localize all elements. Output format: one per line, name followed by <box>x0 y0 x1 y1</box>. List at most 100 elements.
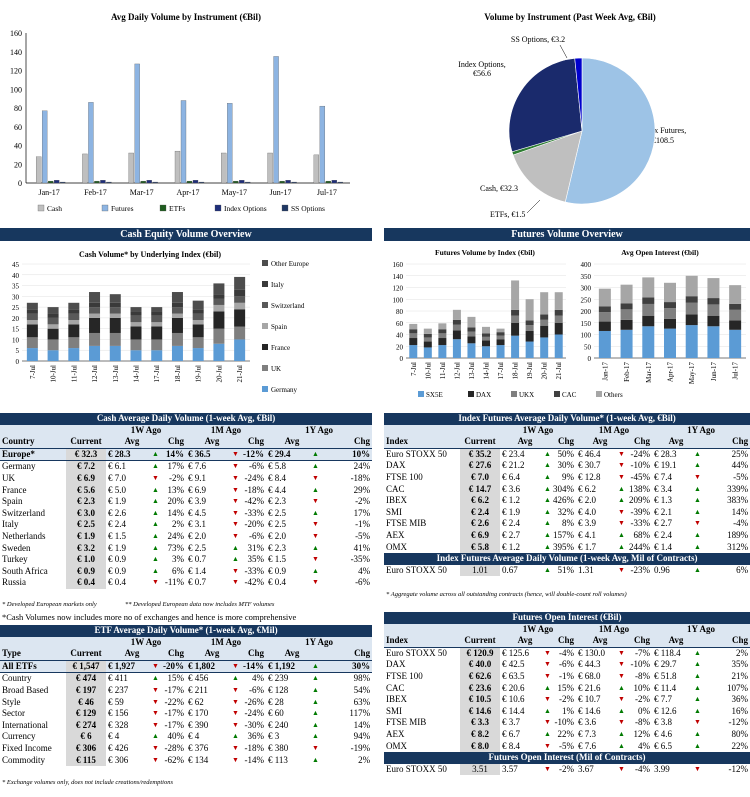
up-arrow-icon: ▲ <box>694 507 700 516</box>
avg-value: € 4.4 <box>268 484 286 495</box>
avg-value: € 211 <box>188 684 208 695</box>
stack-germany <box>151 350 163 361</box>
change-value: -1% <box>355 519 371 530</box>
y-tick-label: 100 <box>10 85 22 94</box>
y-tick-label: 300 <box>581 285 592 293</box>
bar-ss-options <box>106 181 112 184</box>
bar-index-options <box>100 180 106 184</box>
col-header: Chg <box>158 648 186 661</box>
down-arrow-icon: ▼ <box>232 709 238 718</box>
y-tick-label: 40 <box>12 272 20 280</box>
legend-swatch <box>511 391 517 397</box>
avg-value: € 306 <box>108 754 129 765</box>
stack-spain <box>213 304 225 312</box>
current-value: € 474 <box>66 672 106 685</box>
change-value: 117% <box>349 708 371 719</box>
current-value: € 120.9 <box>460 647 500 660</box>
down-arrow-icon: ▼ <box>618 671 624 680</box>
stack-sx5e <box>423 347 432 358</box>
down-arrow-icon: ▼ <box>230 461 238 473</box>
y-tick-label: 30 <box>12 293 20 301</box>
change-value: 14% <box>731 506 749 517</box>
stack-dax <box>482 340 490 347</box>
bar-cash <box>174 150 181 184</box>
stack-dax <box>511 322 520 336</box>
change-value: 98% <box>353 673 371 684</box>
up-arrow-icon: ▲ <box>544 683 550 692</box>
table-row: Germany € 7.2€ 6.1 ▲ 17%€ 7.6 ▼ -6% € 5.8 ▲ 24% <box>0 460 372 473</box>
up-arrow-icon: ▲ <box>544 507 550 516</box>
current-value: € 3.2 <box>66 542 106 555</box>
change-value: -6% <box>249 461 264 472</box>
stack-dax <box>685 314 698 326</box>
avg-value: € 3.9 <box>578 518 596 529</box>
table-row: OMX € 5.8 € 1.2 ▲ 395% € 1.7 ▲ 244% € 1.4 ▲ 312% <box>384 541 750 554</box>
etf-foot: * Exchange volumes only, does not includ… <box>2 779 174 786</box>
avg-value: € 28 <box>268 696 284 707</box>
pie-leader-ss <box>559 44 568 59</box>
bar-index-options <box>53 180 60 184</box>
avg-value: € 6.7 <box>502 728 520 739</box>
legend-swatch <box>262 323 268 329</box>
change-value: -33% <box>244 507 265 518</box>
change-value: 51% <box>557 564 575 575</box>
table-row: Switzerland € 3.0 € 2.6 ▲ 14% € 4.5 ▼ -33% € 2.5… <box>0 507 372 520</box>
table-row: IBEX € 6.2 € 1.2 ▲ 426% € 2.0 ▲ 209% € 1.3 ▲ 383% <box>384 495 750 507</box>
header-row: Index Current Avg Chg Avg Chg Avg Chg <box>384 436 750 449</box>
x-tick-label: Jan-17 <box>38 188 59 197</box>
down-arrow-icon: ▼ <box>618 519 624 528</box>
stack-other-europe <box>89 292 101 303</box>
group-row: 1W Ago 1M Ago 1Y Ago <box>0 424 373 437</box>
cash-chart-svg: 0 5 10 15 20 25 30 35 40 45 7-Jul 10-Jul 11-Jul 12-Ju… <box>12 260 309 394</box>
bar-etfs <box>279 180 285 184</box>
col-header: Current <box>66 436 106 449</box>
table-row: Style € 46 € 59 ▼ -22% € 62 ▼ -26% € 28 ▲ 63% <box>0 696 372 709</box>
row-label: All ETFs <box>0 660 66 674</box>
x-tick-label: 19-Jul <box>526 362 534 380</box>
stack-germany <box>47 350 59 361</box>
avg-value: € 5.8 <box>268 461 286 472</box>
stack-other-europe <box>213 283 225 295</box>
legend-swatch <box>468 391 474 397</box>
change-value: 4% <box>252 673 264 684</box>
x-tick-label: 13-Jul <box>112 365 120 383</box>
current-value: € 14.7 <box>460 483 500 496</box>
avg-value: € 3.7 <box>502 717 520 728</box>
avg-value: € 0.4 <box>268 577 286 588</box>
change-value: -45% <box>630 471 651 482</box>
up-arrow-icon: ▲ <box>152 520 158 529</box>
avg-value: € 1,927 <box>106 660 150 674</box>
avg-value: € 4.0 <box>578 506 596 517</box>
row-label: France <box>2 484 27 495</box>
table-row: Spain € 2.3 € 1.9 ▲ 20% € 3.9 ▼ -42% € 2.3 ▼ -2% <box>0 496 372 508</box>
up-arrow-icon: ▲ <box>544 472 550 481</box>
stack-italy <box>130 311 142 316</box>
stack-others <box>598 288 611 307</box>
col-header: Avg <box>266 436 318 449</box>
row-label: Netherlands <box>2 530 46 541</box>
col-header: Current <box>66 648 106 661</box>
row-label: Currency <box>2 731 36 742</box>
up-arrow-icon: ▲ <box>694 484 700 493</box>
stack-ukx <box>620 309 633 320</box>
row-label: AEX <box>386 529 405 540</box>
table-row: UK € 6.9 € 7.0 ▼ -2% € 9.1 ▼ -24% € 8.4 ▼ -18% <box>0 472 372 485</box>
bar-index-options <box>331 180 338 184</box>
bar-cash <box>267 152 273 184</box>
stack-cac <box>620 303 633 310</box>
stack-spain <box>130 322 142 327</box>
change-value: -42% <box>244 496 265 507</box>
current-value: € 115 <box>66 754 106 767</box>
legend-swatch <box>281 204 289 212</box>
stack-switzerland <box>213 298 225 305</box>
change-value: 13% <box>167 484 185 495</box>
down-arrow-icon: ▼ <box>152 709 158 718</box>
avg-value: € 3.9 <box>188 496 206 507</box>
up-arrow-icon: ▲ <box>232 543 238 552</box>
change-value: 22% <box>557 728 575 739</box>
stack-others <box>482 326 490 334</box>
avg-value: € 3.8 <box>654 717 672 728</box>
row-label: Sweden <box>2 542 31 553</box>
down-arrow-icon: ▼ <box>618 718 624 727</box>
stack-spain <box>171 313 183 318</box>
